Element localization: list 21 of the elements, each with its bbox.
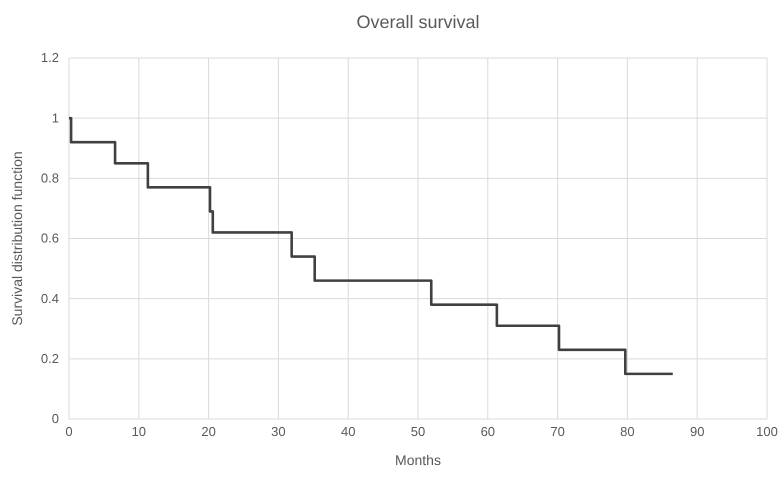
x-tick-label: 100 (756, 424, 778, 440)
y-tick-label: 0.4 (40, 290, 59, 306)
chart-title: Overall survival (356, 12, 480, 32)
y-tick-label: 0.8 (40, 170, 59, 186)
x-tick-label: 90 (690, 424, 704, 440)
y-axis-title: Survival distribution function (9, 151, 25, 326)
y-tick-label: 1.2 (40, 50, 59, 66)
x-tick-label: 30 (271, 424, 286, 440)
x-tick-label: 0 (65, 424, 73, 440)
x-tick-label: 40 (340, 424, 356, 440)
x-tick-label: 80 (620, 424, 635, 440)
x-axis-title: Months (395, 452, 441, 468)
y-tick-label: 0 (52, 411, 59, 426)
y-tick-label: 0.6 (40, 230, 59, 246)
y-tick-label: 0.2 (40, 350, 59, 366)
x-tick-label: 60 (480, 424, 496, 440)
x-tick-label: 10 (132, 424, 146, 440)
y-tick-label: 1 (52, 110, 59, 126)
x-tick-label: 20 (201, 424, 216, 440)
x-tick-label: 50 (410, 424, 426, 440)
x-tick-label: 70 (550, 424, 565, 440)
